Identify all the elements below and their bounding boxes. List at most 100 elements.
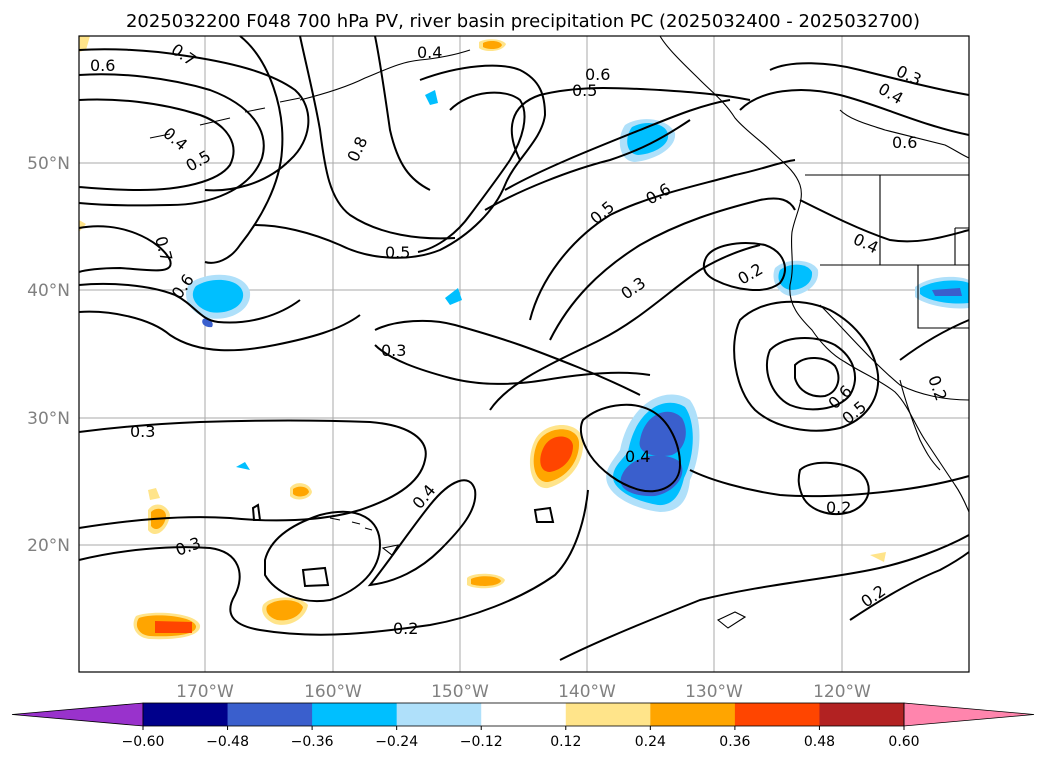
baja-peninsula <box>899 379 941 471</box>
pv-contour <box>849 551 970 621</box>
precip-pos-blob <box>483 40 502 50</box>
pv-contour <box>417 91 526 253</box>
colorbar-tick-label: −0.48 <box>206 734 249 750</box>
colorbar: −0.60 −0.48 −0.36 −0.24 −0.12 0.12 0.24 0.36 0.4… <box>11 702 1035 750</box>
contour-label: 0.4 <box>417 43 442 62</box>
pv-contour <box>484 119 691 211</box>
hawaii-island <box>381 544 400 556</box>
colorbar-frame <box>142 702 905 727</box>
colorbar-segment <box>312 703 398 726</box>
pv-contour <box>78 419 427 529</box>
pv-contour <box>254 64 547 259</box>
contour-label: 0.2 <box>826 498 851 517</box>
contour-label: 0.4 <box>625 447 650 466</box>
precip-neg-core <box>932 288 962 296</box>
lon-label-150w: 150°W <box>431 682 489 702</box>
lon-label-130w: 130°W <box>685 682 743 702</box>
precip-neg-blob <box>778 264 813 290</box>
precip-pos-blob <box>471 576 501 586</box>
precip-neg-blob <box>445 288 462 305</box>
lon-label-120w: 120°W <box>813 682 871 702</box>
pv-contour-closed <box>794 357 840 398</box>
graticule <box>79 36 969 672</box>
pv-contour-closed <box>264 510 382 603</box>
pv-contour-closed <box>702 242 786 291</box>
pv-contour <box>769 62 970 96</box>
pv-contours <box>78 35 970 661</box>
precip-neg-core <box>639 411 686 457</box>
pv-contour <box>374 319 641 396</box>
latitude-labels: 50°N 40°N 30°N 20°N <box>27 154 70 556</box>
pv-contour <box>899 319 970 361</box>
state-borders <box>805 174 969 329</box>
precip-pos-blob <box>79 36 90 52</box>
colorbar-tick-label: −0.12 <box>460 734 503 750</box>
pv-contour <box>489 244 761 411</box>
lat-label-50n: 50°N <box>27 154 70 174</box>
precip-pos-blob <box>79 220 86 232</box>
precip-pos-blob <box>293 486 309 497</box>
mexico-border <box>819 304 970 401</box>
pv-contour-closed <box>251 503 262 521</box>
island <box>716 611 747 629</box>
pv-contour <box>78 489 589 636</box>
map-frame <box>78 35 970 673</box>
pv-contour <box>299 35 456 240</box>
hawaiian-chain <box>329 517 373 531</box>
pv-contour-closed <box>579 403 682 493</box>
pv-contour-closed <box>367 479 477 587</box>
pv-contour <box>510 86 751 161</box>
precip-pos-blob <box>266 600 303 621</box>
colorbar-tick-label: 0.36 <box>719 734 750 750</box>
colorbar-segment <box>227 703 313 726</box>
lat-label-30n: 30°N <box>27 409 70 429</box>
pv-contour <box>78 282 301 324</box>
colorbar-segment <box>396 703 482 726</box>
pv-contour-closed <box>533 506 555 523</box>
aleutian-islands <box>299 49 471 101</box>
lat-label-20n: 20°N <box>27 536 70 556</box>
contour-label: 0.5 <box>385 243 410 262</box>
pv-contour <box>739 89 970 136</box>
colorbar-segment <box>481 703 567 726</box>
pv-contour <box>799 199 970 243</box>
pv-contour <box>78 48 310 192</box>
contour-label: 0.6 <box>90 56 115 75</box>
colorbar-segment <box>734 703 820 726</box>
contour-label: 0.3 <box>130 422 155 441</box>
precip-pos-core <box>155 621 192 633</box>
pv-contour <box>374 35 431 191</box>
pv-contour <box>78 98 235 192</box>
precip-pos-blob <box>148 488 160 500</box>
canada-coast <box>839 109 970 159</box>
colorbar-tick-label: 0.48 <box>804 734 835 750</box>
contour-label: 0.6 <box>585 65 610 84</box>
colorbar-extend-min <box>11 702 144 727</box>
north-america-coastline <box>659 35 970 513</box>
colorbar-tick-label: 0.12 <box>550 734 581 750</box>
precip-shading <box>79 36 969 640</box>
contour-label: 0.6 <box>892 133 917 152</box>
pv-contour-closed <box>765 337 856 411</box>
map-background <box>79 36 969 672</box>
pv-contour <box>204 35 284 264</box>
precip-pos-blob <box>870 552 886 562</box>
precip-neg-core <box>620 455 683 497</box>
lon-label-160w: 160°W <box>304 682 362 702</box>
colorbar-tick-label: −0.60 <box>122 734 165 750</box>
pv-contour <box>374 344 651 385</box>
pv-contour-closed <box>733 300 880 432</box>
contour-label: 0.2 <box>393 619 418 638</box>
map-panel: 0.7 0.6 0.4 0.5 0.8 0.7 0.6 0.5 0.3 0.6 … <box>78 35 970 673</box>
precip-pos-core <box>540 436 573 472</box>
colorbar-segment <box>650 703 736 726</box>
longitude-labels: 170°W 160°W 150°W 140°W 130°W 120°W <box>176 682 871 702</box>
lat-label-40n: 40°N <box>27 281 70 301</box>
pv-contour <box>559 534 970 661</box>
colorbar-tick-label: 0.24 <box>635 734 666 750</box>
colorbar-tick-label: −0.36 <box>291 734 334 750</box>
lon-label-140w: 140°W <box>558 682 616 702</box>
pv-contour <box>78 310 361 352</box>
figure-title: 2025032200 F048 700 hPa PV, river basin … <box>126 11 920 32</box>
